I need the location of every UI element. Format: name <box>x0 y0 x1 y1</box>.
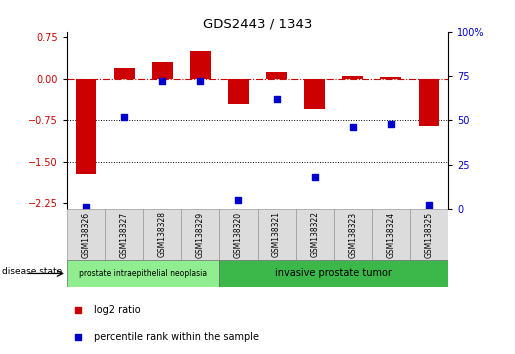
Bar <box>228 79 249 104</box>
Text: log2 ratio: log2 ratio <box>94 305 140 315</box>
Bar <box>219 260 448 287</box>
Text: GSM138322: GSM138322 <box>310 211 319 257</box>
Point <box>425 202 433 208</box>
Bar <box>258 209 296 260</box>
Bar <box>304 79 325 109</box>
Text: GSM138326: GSM138326 <box>81 211 91 258</box>
Text: GSM138320: GSM138320 <box>234 211 243 258</box>
Bar <box>372 209 410 260</box>
Bar <box>334 209 372 260</box>
Bar <box>152 62 173 79</box>
Bar <box>67 209 105 260</box>
Point <box>158 79 166 84</box>
Point <box>349 125 357 130</box>
Bar <box>419 79 439 126</box>
Text: percentile rank within the sample: percentile rank within the sample <box>94 332 259 342</box>
Bar <box>410 209 448 260</box>
Point <box>196 79 204 84</box>
Point <box>272 96 281 102</box>
Title: GDS2443 / 1343: GDS2443 / 1343 <box>203 18 312 31</box>
Bar <box>296 209 334 260</box>
Text: disease state: disease state <box>2 267 62 276</box>
Text: invasive prostate tumor: invasive prostate tumor <box>276 268 392 279</box>
Bar <box>105 209 143 260</box>
Point <box>311 174 319 180</box>
Text: GSM138328: GSM138328 <box>158 211 167 257</box>
Bar <box>181 209 219 260</box>
Text: GSM138323: GSM138323 <box>348 211 357 258</box>
Bar <box>114 68 134 79</box>
Text: prostate intraepithelial neoplasia: prostate intraepithelial neoplasia <box>79 269 207 278</box>
Bar <box>342 76 363 79</box>
Bar <box>67 260 219 287</box>
Point <box>234 197 243 203</box>
Point <box>387 121 395 127</box>
Bar <box>190 51 211 79</box>
Point <box>82 204 90 210</box>
Bar <box>76 79 96 174</box>
Bar <box>219 209 258 260</box>
Bar <box>143 209 181 260</box>
Text: GSM138324: GSM138324 <box>386 211 396 258</box>
Text: GSM138327: GSM138327 <box>119 211 129 258</box>
Bar <box>381 77 401 79</box>
Point <box>120 114 128 120</box>
Text: GSM138321: GSM138321 <box>272 211 281 257</box>
Bar <box>266 72 287 79</box>
Text: GSM138329: GSM138329 <box>196 211 205 258</box>
Text: GSM138325: GSM138325 <box>424 211 434 258</box>
